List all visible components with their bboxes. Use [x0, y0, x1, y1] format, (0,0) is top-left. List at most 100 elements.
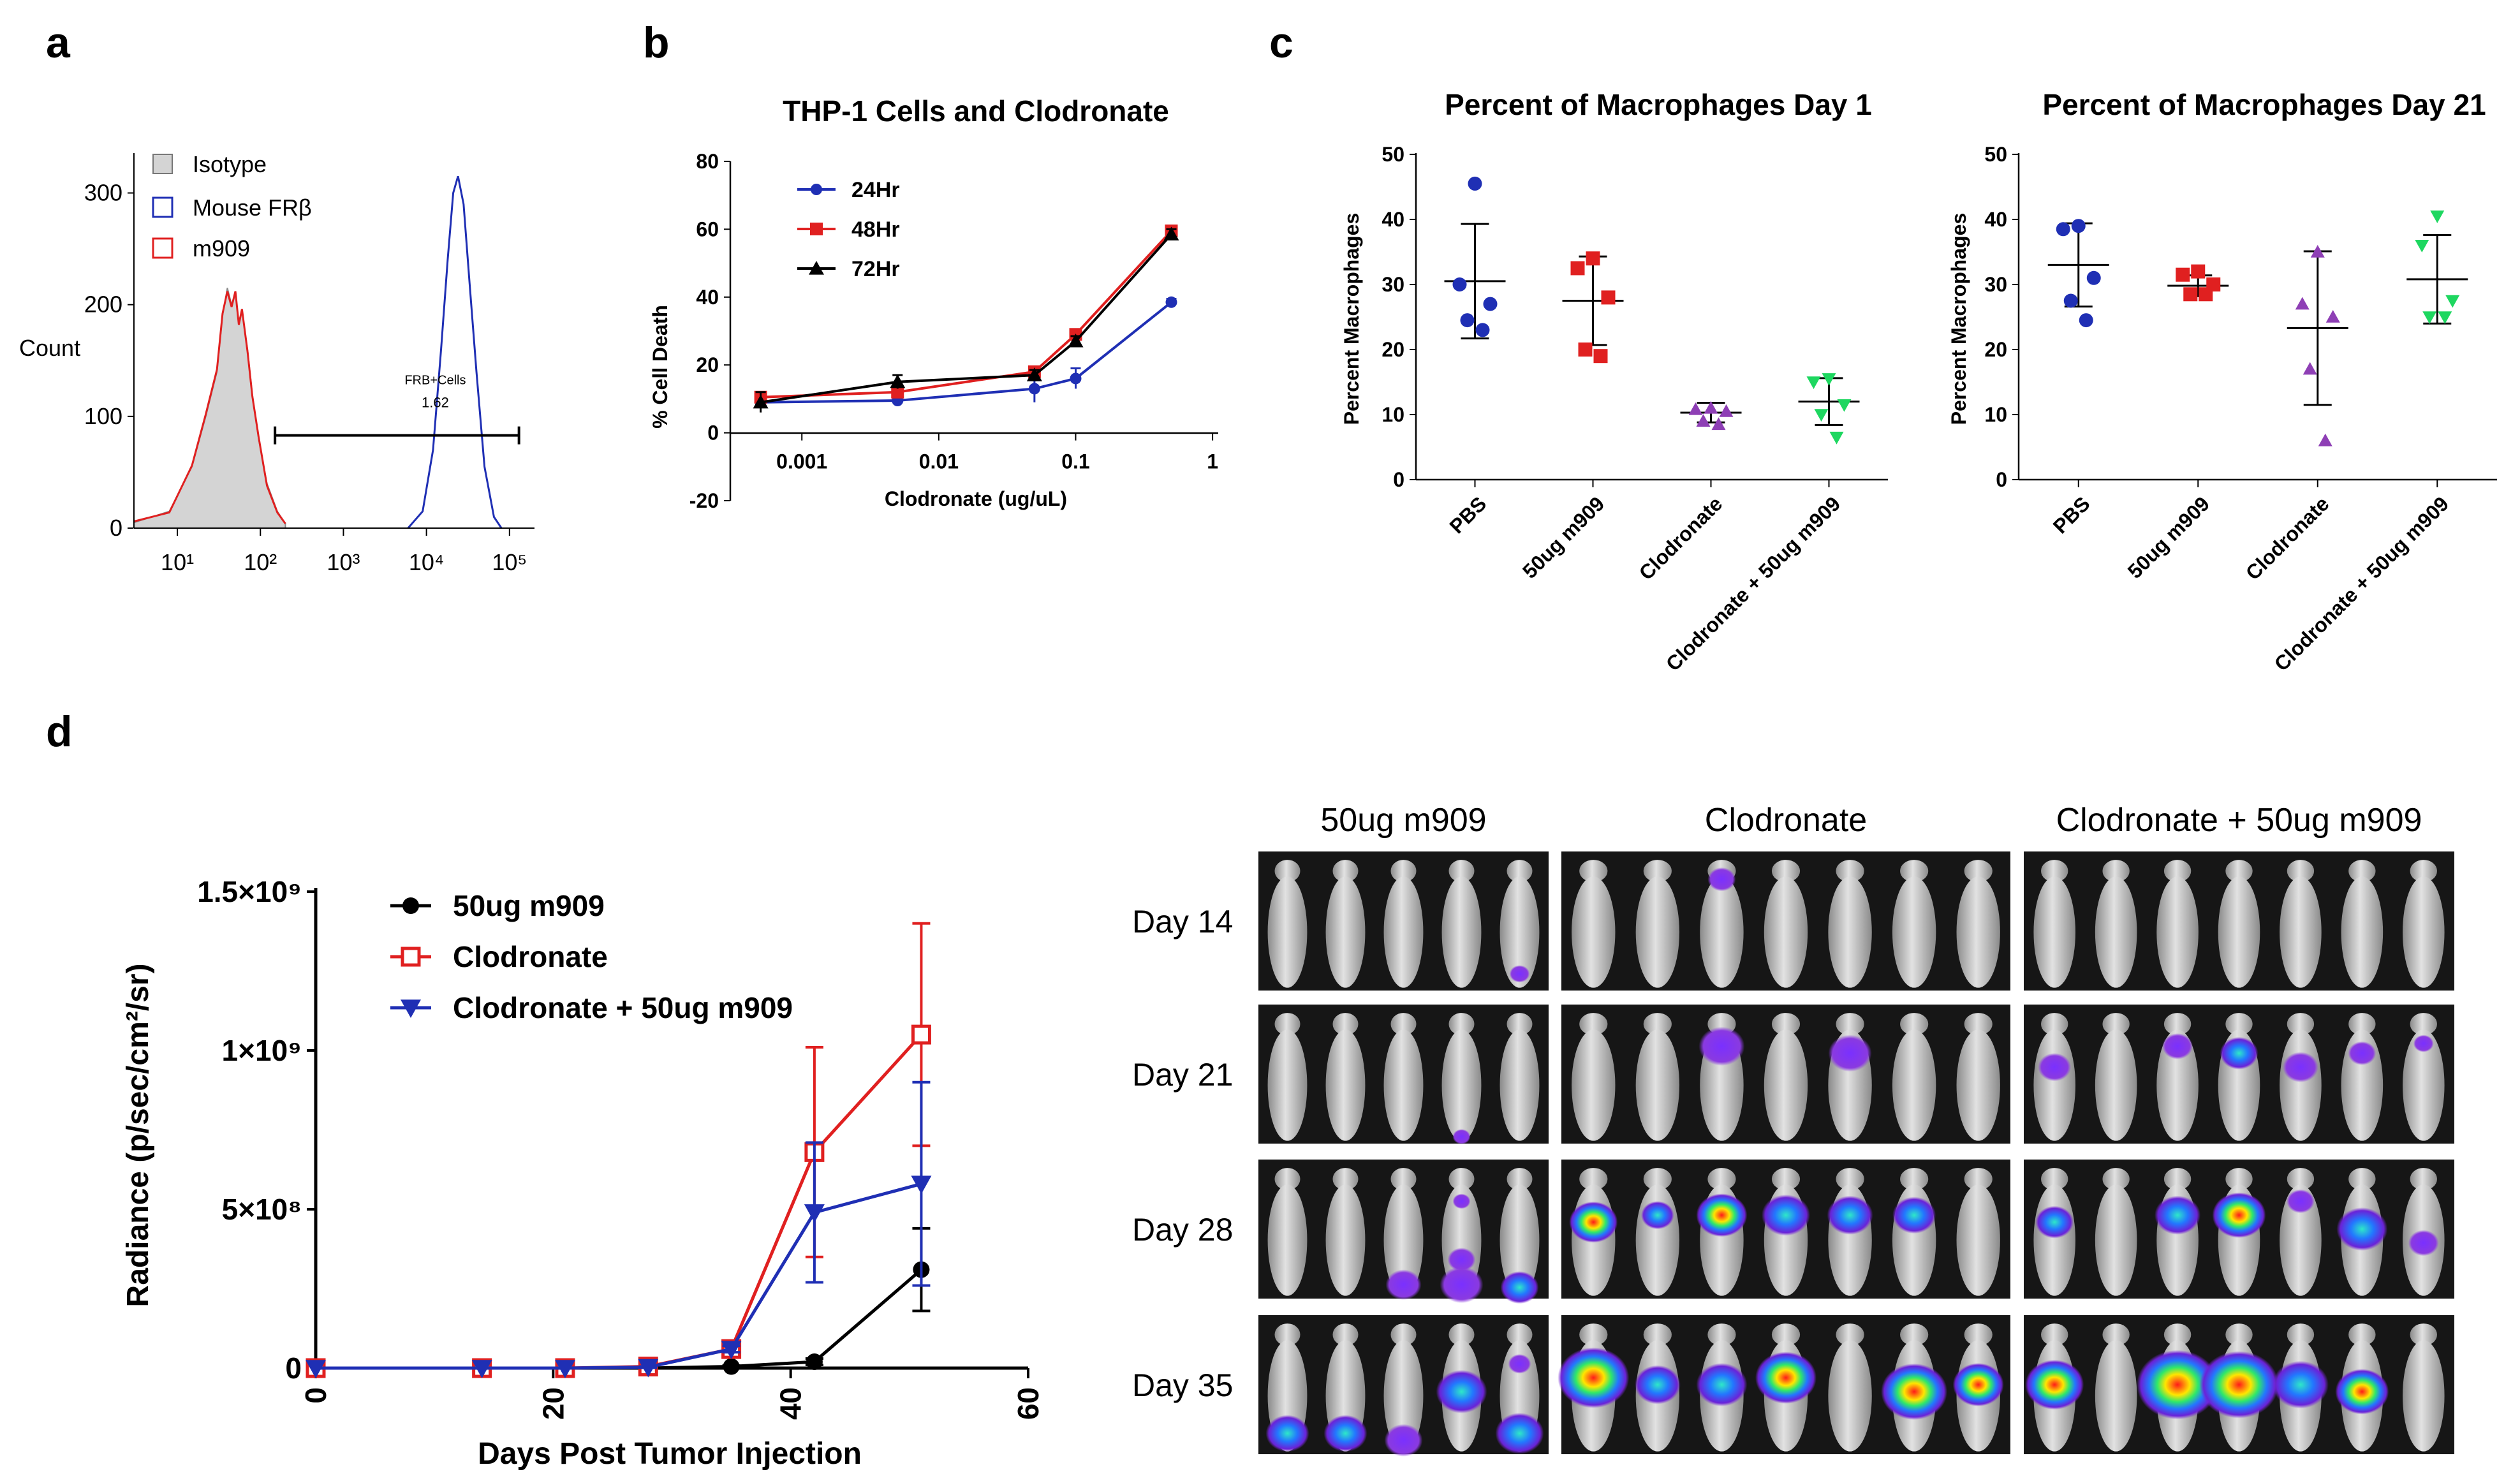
- mouse-body: [2033, 1029, 2076, 1141]
- mouse-head: [2225, 1323, 2253, 1346]
- panel-a-ytick-label: 300: [84, 180, 122, 206]
- panel-d-xtick-label: 60: [1012, 1387, 1045, 1420]
- gate-label: FRB+Cells: [404, 374, 466, 388]
- mouse-body: [2403, 1029, 2445, 1141]
- mouse-head: [1643, 1013, 1672, 1035]
- mouse-head: [1771, 1013, 1801, 1035]
- panel-d-series: [306, 922, 932, 1378]
- data-point: [2295, 297, 2310, 310]
- bioluminescence-signal: [1696, 1363, 1748, 1406]
- frb-gate: FRB+Cells 1.62: [274, 374, 520, 445]
- series-line: [760, 233, 1173, 404]
- panel-d-x-ticks: 0 20 40 60: [299, 1368, 1045, 1420]
- mouse-body: [1325, 1184, 1366, 1296]
- mouse-body: [2156, 876, 2199, 988]
- bioluminescence-signal: [1436, 1369, 1487, 1413]
- legend-swatch-mouse-frb: [152, 196, 173, 218]
- mouse-head: [1448, 1013, 1475, 1035]
- panel-b-xtick-label: 0.001: [776, 450, 827, 473]
- mouse-head: [1390, 1013, 1417, 1035]
- data-point: [1719, 404, 1734, 417]
- group-clodronate: [1680, 401, 1742, 431]
- imaging-row-day-35: Day 35: [1132, 1367, 1233, 1403]
- mouse-head: [2163, 1013, 2192, 1035]
- bioluminescence-signal: [2162, 1033, 2193, 1059]
- mouse-head: [1390, 1323, 1417, 1346]
- panel-d-ytick-label: 0: [285, 1352, 302, 1385]
- mouse-body: [2280, 876, 2322, 988]
- mouse-body: [1499, 876, 1540, 988]
- mouse-head: [2102, 1323, 2130, 1346]
- mouse-body: [1828, 876, 1872, 988]
- data-point: [911, 1175, 932, 1195]
- mouse-body: [1383, 1029, 1424, 1141]
- mouse-head: [1332, 1323, 1359, 1346]
- imaging-cell-day-28-clodronate: [1561, 1160, 2010, 1299]
- data-point: [1475, 323, 1490, 337]
- data-point: [1070, 372, 1082, 385]
- panel-d-legend: 50ug m909 Clodronate Clodronate + 50ug m90…: [390, 889, 793, 1024]
- panel-a-x-ticks: 10¹ 10² 10³ 10⁴ 10⁵: [161, 528, 527, 575]
- data-point: [1837, 399, 1852, 412]
- data-point: [1068, 333, 1084, 348]
- bioluminescence-signal: [1323, 1415, 1367, 1452]
- mouse-head: [1771, 860, 1801, 882]
- data-point: [2183, 287, 2198, 302]
- legend-label-m909: m909: [193, 235, 250, 262]
- data-point: [723, 1358, 740, 1375]
- mouse-body: [2280, 1184, 2322, 1296]
- mouse-head: [2041, 1168, 2068, 1190]
- imaging-cell-day-28-clodronate-50ug-m909: [2024, 1160, 2454, 1299]
- panel-c-day1-scatter: Percent of Macrophages Day 1 Percent Mac…: [1340, 88, 1888, 675]
- mouse-head: [1771, 1168, 1801, 1190]
- bioluminescence-signal: [1265, 1415, 1309, 1452]
- imaging-row-day-21: Day 21: [1132, 1057, 1233, 1093]
- mouse-head: [1707, 1168, 1736, 1190]
- bioluminescence-signal: [1440, 1266, 1484, 1304]
- mouse-head: [1836, 860, 1864, 882]
- data-point: [753, 394, 769, 409]
- series-line: [316, 1182, 922, 1370]
- data-point: [2063, 293, 2078, 308]
- c1-ytick-label: 0: [1393, 468, 1404, 491]
- bioluminescence-signal: [1892, 1197, 1936, 1234]
- data-point: [1570, 261, 1585, 276]
- legend-marker-50ug-m909: [402, 897, 419, 914]
- c1-ytick-label: 40: [1382, 208, 1404, 231]
- mouse-head: [2348, 1168, 2376, 1190]
- data-point: [911, 1024, 931, 1045]
- mouse-body: [2095, 1340, 2137, 1452]
- mouse-body: [1383, 1340, 1424, 1452]
- panel-a-xtick-label: 10³: [327, 549, 360, 575]
- bioluminescence-signal: [2199, 1351, 2279, 1418]
- bioluminescence-signal: [1696, 1193, 1748, 1237]
- legend-marker-clodronate: [401, 947, 421, 967]
- panel-b-legend: 24Hr 48Hr 72Hr: [797, 178, 900, 281]
- panel-a-ytick-label: 0: [110, 515, 122, 541]
- panel-b-xtick-label: 1: [1207, 450, 1218, 473]
- panel-b-ytick-label: -20: [689, 489, 719, 512]
- mouse-body: [2033, 876, 2076, 988]
- mouse-head: [1507, 1323, 1533, 1346]
- panel-b-xtick-label: 0.1: [1061, 450, 1089, 473]
- legend-swatch-m909: [152, 237, 173, 259]
- panel-b-y-ticks: -20 0 20 40 60 80: [689, 150, 730, 512]
- c2-xtick-label: 50ug m909: [2123, 492, 2214, 582]
- data-point: [1452, 277, 1467, 291]
- series-line: [316, 1033, 923, 1370]
- data-point: [1165, 296, 1177, 308]
- data-point: [1688, 402, 1703, 415]
- mouse-head: [1274, 1013, 1301, 1035]
- c1-xtick-label: PBS: [1445, 492, 1491, 538]
- data-point: [1593, 349, 1608, 364]
- bioluminescence-signal: [1500, 1271, 1539, 1304]
- bioluminescence-signal: [2336, 1207, 2388, 1251]
- bioluminescence-signal: [1952, 1363, 2004, 1406]
- bioluminescence-signal: [2282, 1052, 2318, 1082]
- bioluminescence-signal: [1881, 1363, 1948, 1420]
- mouse-head: [1707, 1323, 1736, 1346]
- c2-ytick-label: 30: [1984, 273, 2007, 296]
- mouse-body: [1499, 1029, 1540, 1141]
- mouse-head: [1643, 1323, 1672, 1346]
